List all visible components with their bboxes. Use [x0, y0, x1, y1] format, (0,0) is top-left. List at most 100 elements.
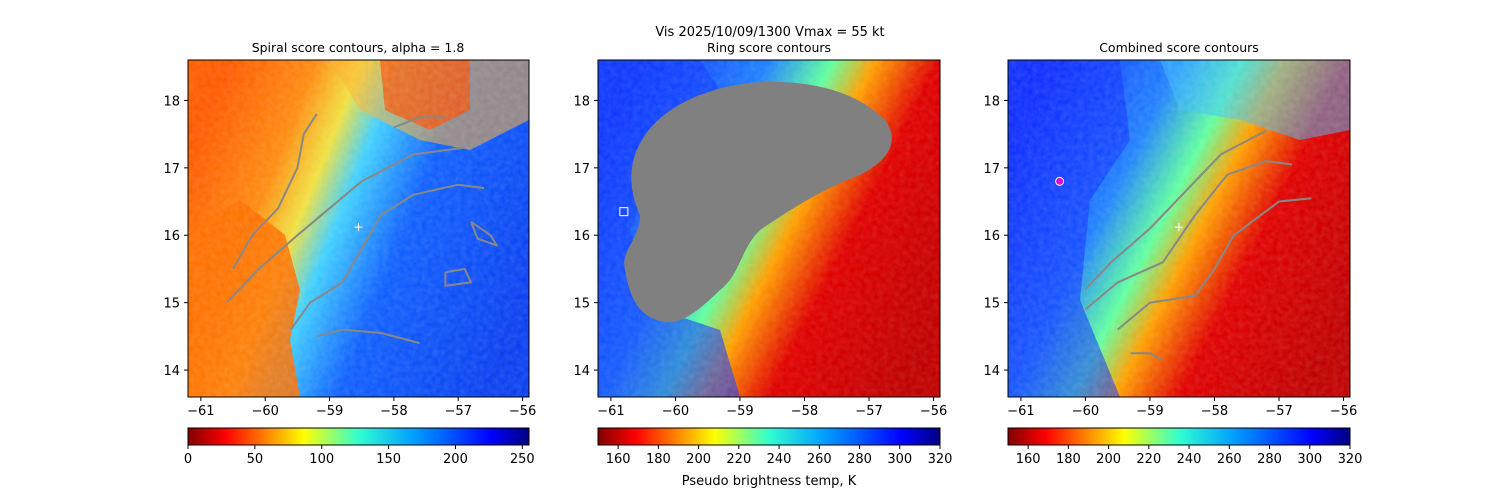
combined-colorbar-tick-label: 280 — [1257, 452, 1282, 467]
combined-contour-line — [1084, 129, 1267, 290]
spiral-colorbar-tick-label: 100 — [309, 452, 334, 467]
ring-colorbar-tick-label: 180 — [646, 452, 671, 467]
spiral-colorbar-gradient — [187, 427, 530, 446]
ring-axis-ticks: −61 −60 −59 −58 −57 −56 14 15 16 17 18 — [573, 94, 947, 419]
combined-score-panel: Combined score contours −61 −60 −59 −58 −57−… — [983, 40, 1357, 419]
combined-y-tick-label: 16 — [983, 229, 1000, 244]
spiral-x-tick-label: −61 — [187, 404, 214, 419]
combined-heatmap — [1008, 60, 1350, 397]
spiral-y-tick-label: 14 — [163, 364, 180, 379]
ring-y-tick-label: 18 — [573, 94, 590, 109]
spiral-contour-line — [393, 116, 446, 129]
ring-colorbar-tick-label: 200 — [686, 452, 711, 467]
combined-markers — [1055, 176, 1183, 232]
combined-colorbar-tick-label: 300 — [1297, 452, 1322, 467]
combined-x-tick-label: −59 — [1136, 404, 1163, 419]
combined-y-tick-label: 15 — [983, 297, 1000, 312]
combined-colorbar-tick-label: 180 — [1056, 452, 1081, 467]
colorbar-label: Pseudo brightness temp, K — [682, 474, 857, 489]
ring-markers — [619, 207, 629, 217]
spiral-y-tick-label: 16 — [163, 229, 180, 244]
combined-colorbar-tick-label: 260 — [1217, 452, 1242, 467]
combined-colorbar-tick-label: 320 — [1338, 452, 1363, 467]
ring-score-panel: Ring score contours −61 −60 −59 −58 −57 −56 14… — [573, 40, 947, 419]
combined-colorbar-tick-label: 200 — [1096, 452, 1121, 467]
spiral-colorbar-ticks: 0 50 100 150 200 250 — [184, 445, 535, 467]
spiral-colorbar: 0 50 100 150 200 250 — [184, 427, 535, 467]
combined-panel-title: Combined score contours — [1099, 40, 1259, 55]
spiral-center-plus-marker — [354, 223, 363, 232]
ring-heatmap — [598, 60, 940, 397]
combined-x-tick-label: −60 — [1072, 404, 1099, 419]
combined-y-tick-label: 18 — [983, 94, 1000, 109]
spiral-x-tick-label: −56 — [509, 404, 536, 419]
spiral-contour-line — [225, 146, 465, 304]
spiral-panel-title: Spiral score contours, alpha = 1.8 — [252, 40, 465, 55]
combined-colorbar-gradient — [1007, 427, 1351, 446]
ring-x-tick-label: −58 — [791, 404, 818, 419]
ring-colorbar-tick-label: 300 — [887, 452, 912, 467]
spiral-contours — [225, 113, 498, 345]
ring-colorbar-tick-label: 260 — [807, 452, 832, 467]
combined-contour-line — [1130, 352, 1164, 361]
combined-colorbar-ticks: 160 180 200 220 240 260 280 300 320 — [1016, 445, 1363, 467]
spiral-x-tick-label: −57 — [445, 404, 472, 419]
spiral-contour-line — [470, 220, 498, 247]
ring-colorbar-tick-label: 160 — [606, 452, 631, 467]
ring-masked-region — [624, 81, 892, 323]
combined-x-tick-label: −58 — [1201, 404, 1228, 419]
ring-y-tick-label: 17 — [573, 162, 590, 177]
ring-x-tick-label: −57 — [855, 404, 882, 419]
ring-x-tick-label: −59 — [726, 404, 753, 419]
ring-square-marker — [619, 207, 629, 217]
combined-contours — [1084, 129, 1312, 361]
spiral-x-tick-label: −58 — [380, 404, 407, 419]
ring-panel-title: Ring score contours — [707, 40, 831, 55]
ring-axes-frame — [597, 59, 941, 398]
spiral-score-panel: Spiral score contours, alpha = 1.8 −61 −6… — [163, 40, 536, 419]
ring-y-tick-label: 15 — [573, 297, 590, 312]
spiral-colorbar-tick-label: 0 — [184, 452, 192, 467]
combined-contour-line — [1117, 197, 1312, 331]
combined-x-tick-label: −61 — [1007, 404, 1034, 419]
spiral-x-tick-label: −60 — [251, 404, 278, 419]
ring-x-tick-label: −60 — [662, 404, 689, 419]
figure-suptitle: Vis 2025/10/09/1300 Vmax = 55 kt — [655, 25, 884, 40]
ring-colorbar-tick-label: 320 — [928, 452, 953, 467]
ring-x-tick-label: −56 — [920, 404, 947, 419]
ring-colorbar-tick-label: 220 — [726, 452, 751, 467]
ring-y-tick-label: 14 — [573, 364, 590, 379]
spiral-y-tick-label: 17 — [163, 162, 180, 177]
spiral-axes-frame — [187, 59, 530, 398]
ring-y-tick-label: 16 — [573, 229, 590, 244]
combined-colorbar-tick-label: 220 — [1136, 452, 1161, 467]
combined-contour-line — [1084, 160, 1293, 311]
spiral-markers — [354, 223, 363, 232]
ring-colorbar-tick-label: 280 — [847, 452, 872, 467]
combined-y-tick-label: 14 — [983, 364, 1000, 379]
spiral-y-tick-label: 15 — [163, 297, 180, 312]
combined-center-plus-marker — [1175, 223, 1183, 232]
ring-colorbar-ticks: 160 180 200 220 240 260 280 300 320 — [606, 445, 953, 467]
combined-colorbar-tick-label: 160 — [1016, 452, 1041, 467]
spiral-colorbar-tick-label: 50 — [247, 452, 264, 467]
combined-axis-ticks: −61 −60 −59 −58 −57 −56 14 15 16 17 18 — [983, 94, 1357, 419]
spiral-contour-line — [290, 183, 485, 331]
ring-colorbar-gradient — [597, 427, 941, 446]
spiral-y-tick-label: 18 — [163, 94, 180, 109]
spiral-colorbar-tick-label: 150 — [376, 452, 401, 467]
ring-colorbar: 160 180 200 220 240 260 280 300 320 Pseudo brigh… — [597, 427, 953, 489]
combined-colorbar-tick-label: 240 — [1177, 452, 1202, 467]
combined-x-tick-label: −57 — [1265, 404, 1292, 419]
combined-axes-frame — [1007, 59, 1351, 398]
spiral-colorbar-tick-label: 200 — [443, 452, 468, 467]
spiral-x-tick-label: −59 — [316, 404, 343, 419]
spiral-contour-line — [316, 328, 420, 345]
ring-x-tick-label: −61 — [597, 404, 624, 419]
combined-y-tick-label: 17 — [983, 162, 1000, 177]
combined-x-tick-label: −56 — [1330, 404, 1357, 419]
spiral-axis-ticks: −61 −60 −59 −58 −57 −56 14 15 16 17 18 — [163, 94, 536, 419]
spiral-contour-line — [444, 267, 473, 287]
ring-colorbar-tick-label: 240 — [767, 452, 792, 467]
